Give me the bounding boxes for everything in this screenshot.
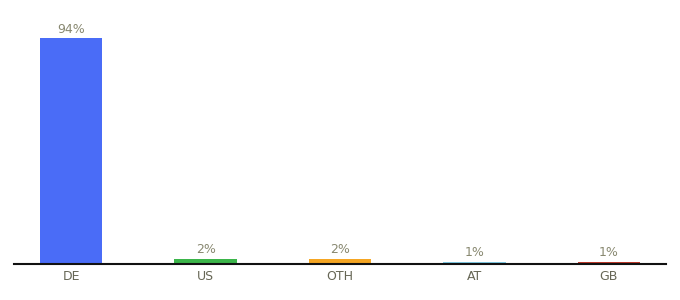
Bar bbox=[40, 38, 103, 264]
Text: 1%: 1% bbox=[464, 246, 484, 259]
Text: 94%: 94% bbox=[57, 22, 85, 35]
Text: 2%: 2% bbox=[330, 243, 350, 256]
Bar bbox=[577, 262, 640, 264]
Bar bbox=[443, 262, 506, 264]
Text: 2%: 2% bbox=[196, 243, 216, 256]
Bar bbox=[309, 259, 371, 264]
Bar bbox=[174, 259, 237, 264]
Text: 1%: 1% bbox=[599, 246, 619, 259]
